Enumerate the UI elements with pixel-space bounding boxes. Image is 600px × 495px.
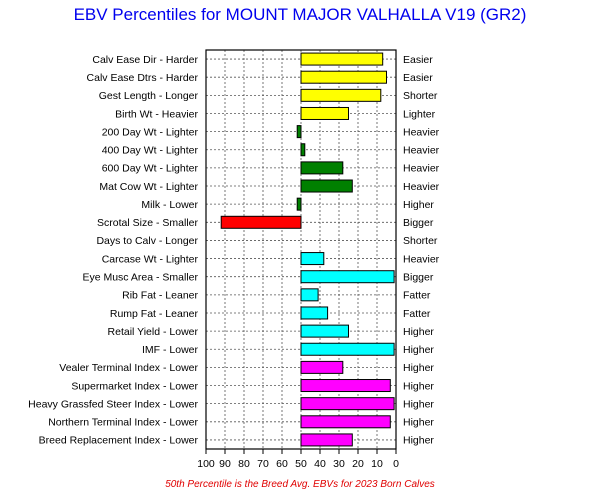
right-trait-labels: Easier Easier Shorter Lighter Heavier Heavier… [403,54,440,447]
trait-left-label: Birth Wt - Heavier [115,108,198,120]
trait-right-label: Fatter [403,290,431,302]
trait-right-label: Higher [403,344,434,356]
trait-left-label: Calv Ease Dir - Harder [92,54,198,66]
trait-left-label: IMF - Lower [142,344,199,356]
trait-right-label: Easier [403,54,433,66]
trait-bar [296,197,302,211]
trait-right-label: Bigger [403,217,434,229]
trait-right-label: Higher [403,326,434,338]
chart-title: EBV Percentiles for MOUNT MAJOR VALHALLA… [74,5,527,24]
trait-right-label: Higher [403,362,434,374]
trait-right-label: Higher [403,380,434,392]
trait-right-label: Higher [403,398,434,410]
trait-left-label: Mat Cow Wt - Lighter [99,181,198,193]
trait-right-label: Heavier [403,181,440,193]
trait-bar [300,433,353,447]
trait-left-label: Heavy Grassfed Steer Index - Lower [28,398,198,410]
trait-left-label: Rump Fat - Leaner [110,308,199,320]
trait-left-label: 600 Day Wt - Lighter [102,163,199,175]
chart-footnote: 50th Percentile is the Breed Avg. EBVs f… [165,479,435,490]
x-tick-label: 20 [352,458,364,470]
trait-bar [300,106,349,120]
trait-left-label: Days to Calv - Longer [96,235,198,247]
x-tick-label: 70 [257,458,269,470]
x-tick-label: 50 [295,458,307,470]
trait-bar [300,397,395,411]
trait-bar [300,88,382,102]
trait-right-label: Shorter [403,90,438,102]
trait-right-label: Heavier [403,126,440,138]
trait-bar [300,306,329,320]
trait-bar [220,215,302,229]
x-tick-label: 60 [276,458,288,470]
trait-bar [300,252,325,266]
trait-left-label: 400 Day Wt - Lighter [102,145,199,157]
trait-bar [300,143,306,157]
trait-bar [300,179,353,193]
trait-bar [300,161,344,175]
x-tick-label: 90 [219,458,231,470]
trait-right-label: Higher [403,417,434,429]
trait-left-label: Carcase Wt - Lighter [102,253,199,265]
trait-left-label: Calv Ease Dtrs - Harder [87,72,199,84]
trait-left-label: Eye Musc Area - Smaller [82,272,198,284]
trait-right-label: Heavier [403,253,440,265]
trait-right-label: Bigger [403,272,434,284]
trait-bar [300,270,395,284]
left-trait-labels: Calv Ease Dir - Harder Calv Ease Dtrs - H… [28,54,198,447]
x-tick-label: 100 [197,458,215,470]
trait-bar [300,415,391,429]
trait-bar [300,288,319,302]
x-tick-label: 80 [238,458,250,470]
trait-left-label: Scrotal Size - Smaller [97,217,198,229]
trait-bar [300,324,349,338]
trait-left-label: Milk - Lower [141,199,198,211]
trait-right-label: Easier [403,72,433,84]
chart-bars [220,52,395,447]
trait-left-label: Supermarket Index - Lower [71,380,198,392]
trait-bar [300,342,395,356]
trait-right-label: Heavier [403,163,440,175]
trait-left-label: Vealer Terminal Index - Lower [59,362,198,374]
trait-left-label: Breed Replacement Index - Lower [39,435,199,447]
trait-left-label: Northern Terminal Index - Lower [48,417,198,429]
trait-bar [296,125,302,139]
trait-bar [300,70,387,84]
trait-bar [300,52,384,66]
trait-right-label: Lighter [403,108,436,120]
trait-right-label: Fatter [403,308,431,320]
trait-right-label: Shorter [403,235,438,247]
x-tick-label: 40 [314,458,326,470]
trait-right-label: Higher [403,435,434,447]
trait-left-label: Rib Fat - Leaner [122,290,198,302]
trait-right-label: Higher [403,199,434,211]
trait-left-label: Gest Length - Longer [99,90,199,102]
trait-left-label: 200 Day Wt - Lighter [102,126,199,138]
trait-left-label: Retail Yield - Lower [108,326,199,338]
x-tick-label: 0 [393,458,399,470]
x-axis-ticks: 100 90 80 70 60 50 40 30 20 10 0 [197,449,399,470]
trait-bar [300,360,344,374]
x-tick-label: 10 [371,458,383,470]
x-tick-label: 30 [333,458,345,470]
trait-right-label: Heavier [403,145,440,157]
trait-bar [300,379,391,393]
